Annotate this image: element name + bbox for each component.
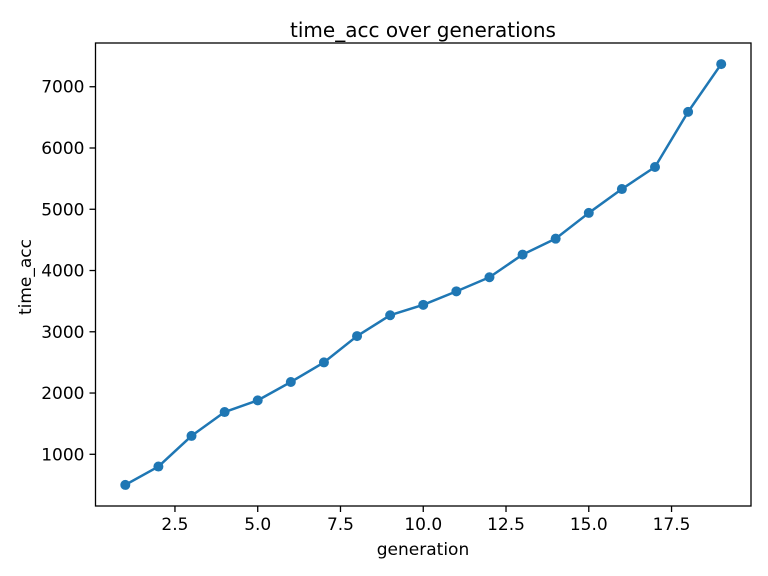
- data-point-marker: [252, 395, 263, 406]
- chart-title: time_acc over generations: [290, 18, 556, 42]
- y-tick-label: 5000: [41, 200, 84, 220]
- x-tick-label: 12.5: [487, 515, 525, 535]
- data-point-marker: [451, 286, 462, 297]
- data-point-marker: [716, 59, 727, 70]
- data-point-marker: [285, 377, 296, 388]
- series-line: [124, 62, 723, 487]
- data-point-marker: [153, 461, 164, 472]
- data-point-marker: [649, 161, 660, 172]
- x-tick-label: 15.0: [570, 515, 608, 535]
- x-tick-label: 7.5: [327, 515, 354, 535]
- data-point-marker: [186, 430, 197, 441]
- data-point-marker: [616, 184, 627, 195]
- x-tick-label: 10.0: [404, 515, 442, 535]
- data-point-marker: [683, 106, 694, 117]
- x-tick-label: 5.0: [244, 515, 271, 535]
- data-point-marker: [120, 479, 131, 490]
- data-point-marker: [219, 407, 230, 418]
- data-point-marker: [352, 331, 363, 342]
- y-tick-label: 4000: [41, 262, 84, 282]
- data-point-marker: [418, 299, 429, 310]
- data-point-marker: [318, 357, 329, 368]
- y-tick-label: 6000: [41, 139, 84, 159]
- data-point-marker: [550, 233, 561, 244]
- data-point-marker: [385, 310, 396, 321]
- data-point-marker: [484, 272, 495, 283]
- y-tick-label: 7000: [41, 78, 84, 98]
- x-tick-label: 2.5: [161, 515, 188, 535]
- x-tick-label: 17.5: [653, 515, 691, 535]
- y-tick-label: 3000: [41, 323, 84, 343]
- data-point-marker: [517, 249, 528, 260]
- y-tick-label: 1000: [41, 445, 84, 465]
- data-point-marker: [583, 207, 594, 218]
- x-axis-label: generation: [376, 540, 470, 560]
- y-tick-label: 2000: [41, 384, 84, 404]
